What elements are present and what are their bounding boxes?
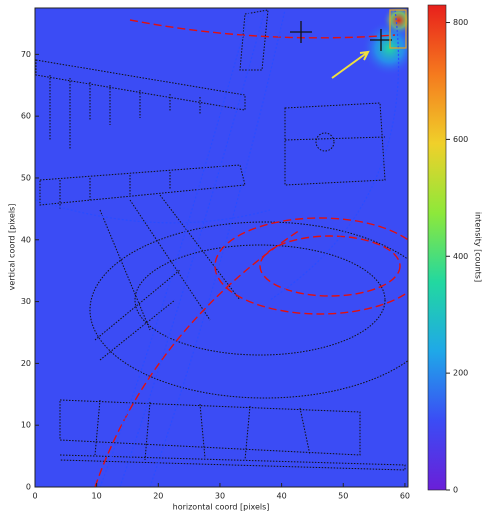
plot-frame bbox=[34, 7, 409, 488]
colorbar-tick-label: 0 bbox=[453, 486, 458, 495]
x-tick-label: 50 bbox=[338, 492, 348, 501]
y-tick-label: 30 bbox=[21, 297, 31, 306]
overlay bbox=[35, 9, 408, 487]
x-axis-label: horizontal coord [pixels] bbox=[173, 503, 270, 512]
colorbar-tick-label: 200 bbox=[453, 369, 468, 378]
hotspot bbox=[43, 75, 100, 132]
x-tick-label: 60 bbox=[400, 492, 410, 501]
colorbar-tick-label: 800 bbox=[453, 18, 468, 27]
highlight-box bbox=[389, 9, 407, 49]
x-tick-label: 30 bbox=[215, 492, 225, 501]
x-tick-label: 40 bbox=[277, 492, 287, 501]
y-tick-label: 50 bbox=[21, 173, 31, 182]
x-tick-label: 20 bbox=[153, 492, 163, 501]
y-tick-label: 60 bbox=[21, 112, 31, 121]
y-axis-label: vertical coord [pixels] bbox=[8, 204, 17, 291]
y-tick-label: 10 bbox=[21, 421, 31, 430]
colorbar-label: intensity [counts] bbox=[474, 212, 483, 282]
hotspot bbox=[105, 341, 162, 398]
y-tick-label: 40 bbox=[21, 235, 31, 244]
colorbar bbox=[427, 4, 447, 491]
x-tick-label: 0 bbox=[32, 492, 37, 501]
y-tick-label: 20 bbox=[21, 359, 31, 368]
heatmap-background bbox=[35, 8, 408, 487]
x-tick-label: 10 bbox=[92, 492, 102, 501]
colorbar-tick-label: 600 bbox=[453, 135, 468, 144]
crosshair bbox=[290, 21, 392, 51]
colorbar-tick-label: 400 bbox=[453, 252, 468, 261]
y-tick-label: 0 bbox=[26, 483, 31, 492]
y-tick-label: 70 bbox=[21, 50, 31, 59]
arrow bbox=[331, 50, 370, 79]
heatmap bbox=[35, 8, 408, 487]
hotspot bbox=[361, 20, 408, 77]
